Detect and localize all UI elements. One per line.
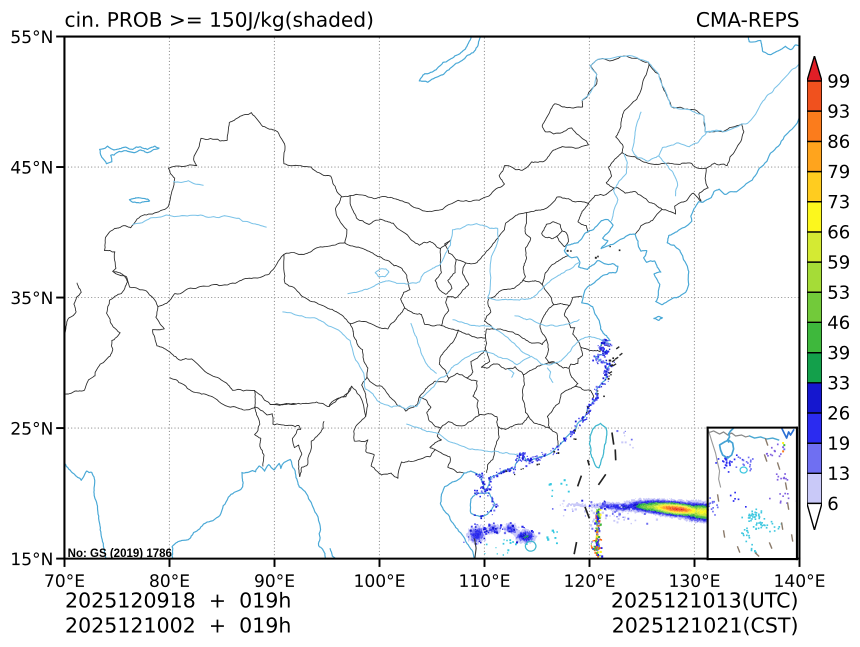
svg-text:No: GS (2019) 1786: No: GS (2019) 1786 [68, 548, 172, 560]
